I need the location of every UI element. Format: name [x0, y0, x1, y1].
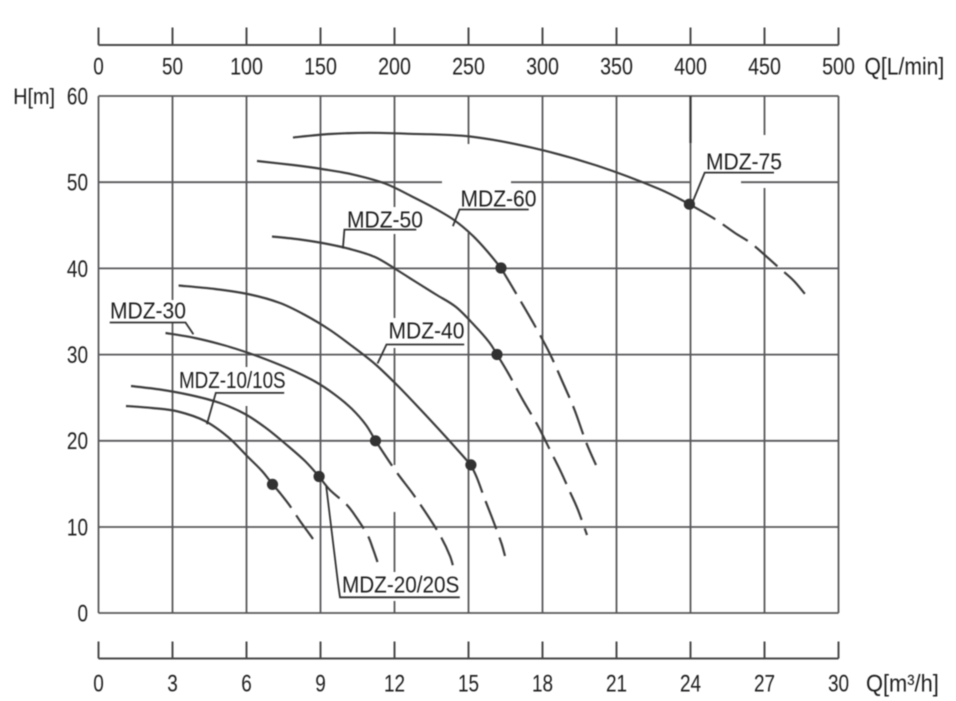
svg-text:200: 200 [378, 53, 411, 80]
svg-text:50: 50 [162, 52, 183, 80]
svg-text:MDZ-10/10S: MDZ-10/10S [179, 368, 286, 393]
svg-text:MDZ-30: MDZ-30 [110, 298, 186, 324]
svg-text:50: 50 [67, 169, 88, 197]
svg-text:100: 100 [230, 53, 263, 80]
svg-text:450: 450 [748, 53, 781, 80]
svg-text:21: 21 [606, 669, 627, 697]
svg-text:3: 3 [167, 669, 178, 697]
svg-text:MDZ-40: MDZ-40 [389, 318, 465, 344]
svg-text:MDZ-75: MDZ-75 [706, 149, 782, 175]
svg-text:MDZ-60: MDZ-60 [461, 186, 537, 212]
svg-text:0: 0 [77, 599, 88, 627]
svg-text:9: 9 [315, 669, 326, 697]
svg-text:60: 60 [67, 82, 88, 110]
svg-text:300: 300 [526, 53, 559, 80]
svg-text:0: 0 [93, 52, 104, 80]
svg-text:6: 6 [241, 669, 252, 697]
svg-text:Q[L/min]: Q[L/min] [865, 53, 945, 80]
svg-text:350: 350 [600, 53, 633, 80]
svg-text:Q[m³/h]: Q[m³/h] [866, 670, 939, 697]
svg-text:H[m]: H[m] [13, 85, 55, 109]
svg-text:30: 30 [828, 669, 849, 697]
svg-text:MDZ-20/20S: MDZ-20/20S [342, 571, 459, 597]
svg-text:MDZ-50: MDZ-50 [347, 206, 423, 232]
svg-text:0: 0 [93, 669, 104, 697]
svg-text:150: 150 [304, 53, 337, 80]
svg-text:40: 40 [67, 255, 88, 283]
svg-text:20: 20 [67, 427, 88, 455]
svg-text:500: 500 [822, 53, 855, 80]
svg-text:10: 10 [67, 513, 88, 541]
svg-text:250: 250 [452, 53, 485, 80]
svg-text:400: 400 [674, 53, 707, 80]
svg-text:15: 15 [458, 669, 479, 697]
svg-text:27: 27 [754, 669, 775, 697]
svg-text:12: 12 [384, 669, 405, 697]
svg-text:24: 24 [680, 669, 701, 697]
svg-text:30: 30 [67, 341, 88, 369]
svg-text:18: 18 [532, 669, 553, 697]
